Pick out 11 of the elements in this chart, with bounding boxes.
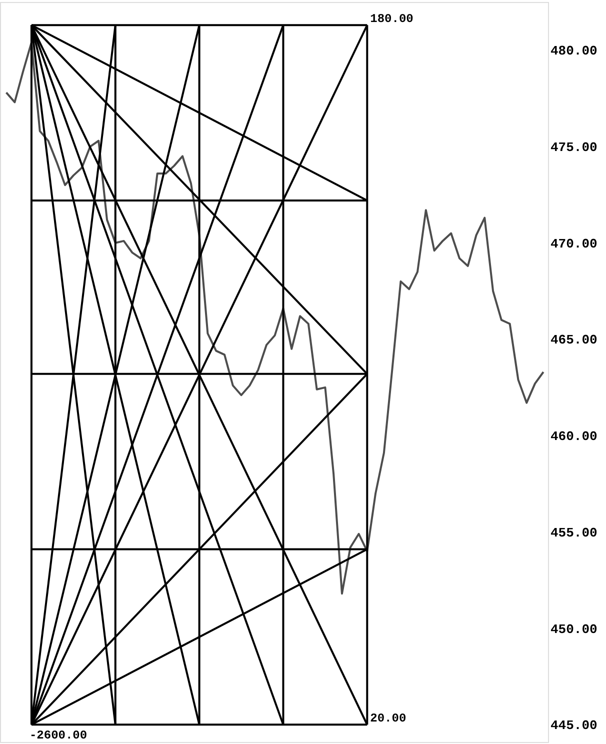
y-tick-label: 465.00: [550, 332, 598, 348]
y-tick-label: 470.00: [550, 236, 598, 252]
y-tick-label: 455.00: [550, 525, 598, 540]
y-tick-label: 480.00: [550, 44, 598, 59]
y-tick-label: 445.00: [550, 718, 598, 734]
y-tick-label: 460.00: [550, 429, 598, 444]
annotation: -2600.00: [29, 728, 88, 743]
y-tick-label: 450.00: [550, 622, 598, 637]
annotation: 20.00: [370, 712, 406, 726]
annotation: 180.00: [370, 12, 414, 26]
y-tick-label: 475.00: [550, 140, 598, 156]
